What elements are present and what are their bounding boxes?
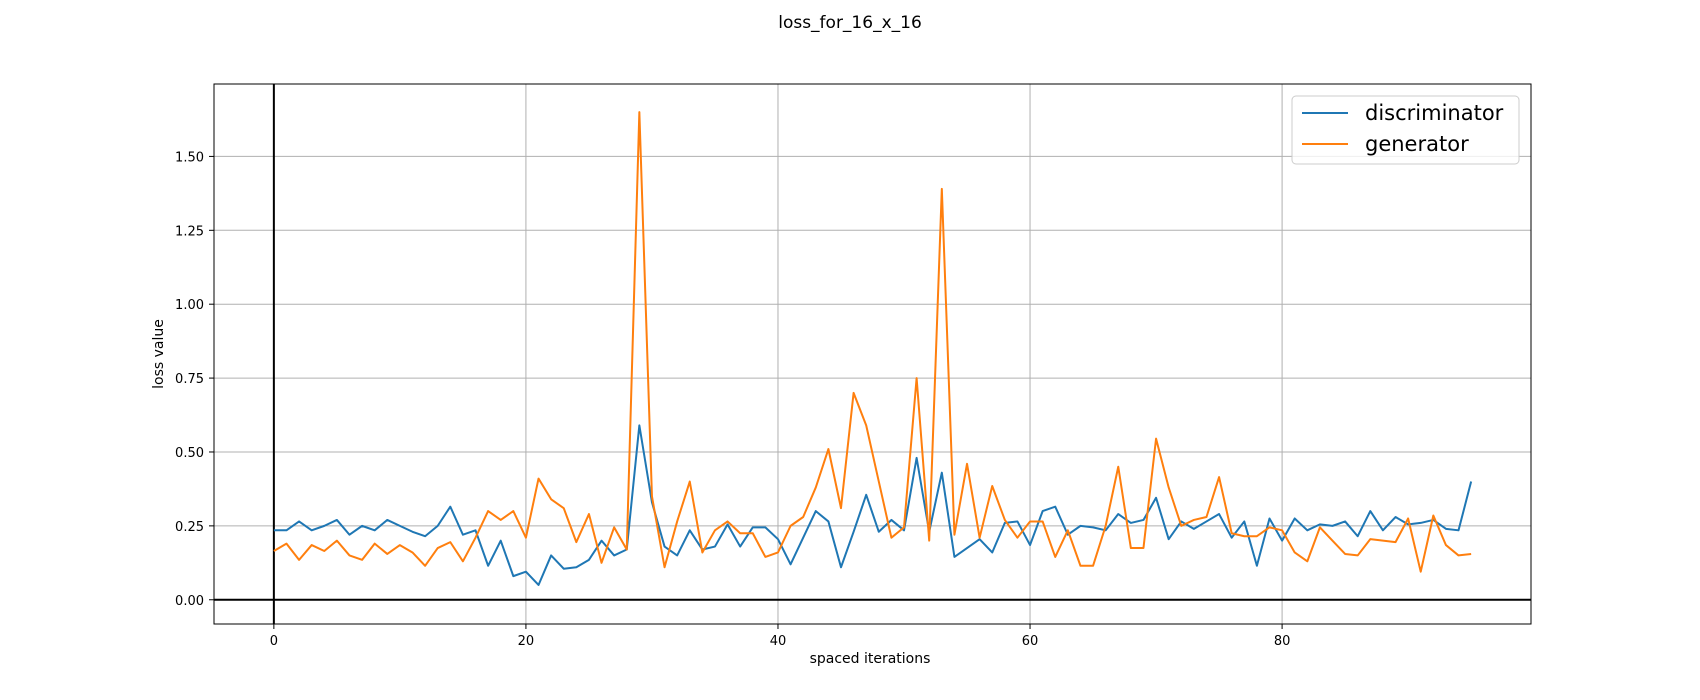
y-tick-label-6: 1.50	[175, 150, 204, 165]
legend: discriminator generator	[1291, 95, 1520, 165]
x-tick-label-2: 40	[770, 634, 787, 649]
chart-title: loss_for_16_x_16	[778, 13, 922, 33]
x-axis-ticks: 0 20 40 60 80	[270, 624, 1291, 649]
x-tick-label-0: 0	[270, 634, 278, 649]
series-line-discriminator	[273, 424, 1473, 586]
legend-label-generator: generator	[1365, 132, 1469, 156]
y-tick-label-2: 0.50	[175, 446, 204, 461]
y-tick-label-5: 1.25	[175, 224, 204, 239]
plot-frame	[213, 83, 1532, 625]
reference-lines	[214, 84, 1531, 624]
legend-box	[1291, 95, 1520, 165]
legend-label-discriminator: discriminator	[1365, 101, 1504, 125]
x-tick-label-4: 80	[1274, 634, 1291, 649]
y-tick-label-1: 0.25	[175, 520, 204, 535]
x-tick-label-3: 60	[1022, 634, 1039, 649]
y-tick-label-4: 1.00	[175, 298, 204, 313]
series-lines	[273, 111, 1473, 586]
x-tick-label-1: 20	[518, 634, 535, 649]
y-axis-ticks: 0.00 0.25 0.50 0.75 1.00 1.25 1.50	[175, 150, 214, 609]
x-axis-title: spaced iterations	[810, 651, 931, 667]
y-tick-label-0: 0.00	[175, 594, 204, 609]
y-tick-label-3: 0.75	[175, 372, 204, 387]
y-axis-title: loss value	[151, 319, 167, 389]
series-line-generator	[273, 111, 1472, 573]
